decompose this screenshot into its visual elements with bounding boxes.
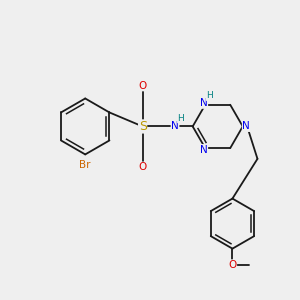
Text: H: H [206,92,213,100]
Text: O: O [228,260,237,270]
Text: Br: Br [80,160,91,170]
Text: S: S [139,120,147,133]
Text: N: N [200,98,208,108]
Text: N: N [171,122,179,131]
Text: O: O [139,81,147,91]
Text: N: N [242,122,250,131]
Text: H: H [178,114,184,123]
Text: O: O [139,162,147,172]
Text: N: N [200,145,208,154]
